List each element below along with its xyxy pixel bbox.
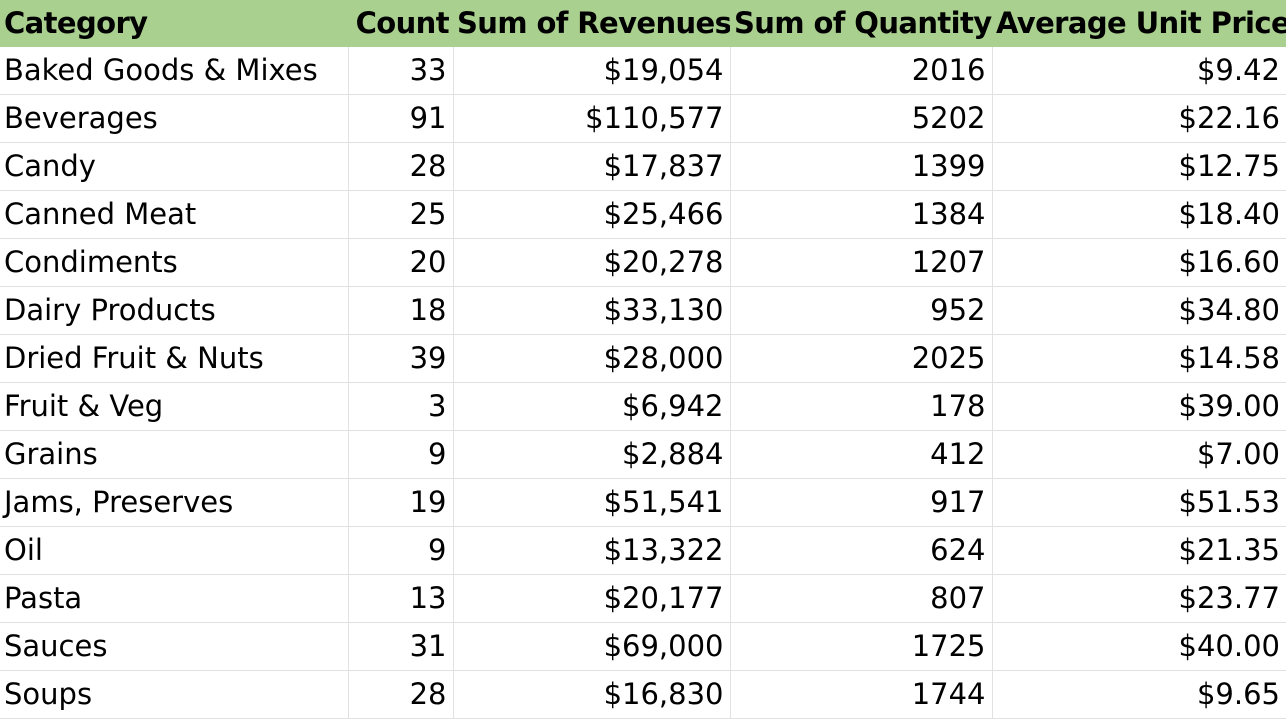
quantity-cell[interactable]: 1399	[730, 142, 993, 191]
avg-price-cell[interactable]: $14.58	[992, 334, 1286, 383]
table-row: Jams, Preserves 19 $51,541 917 $51.53	[0, 478, 1286, 527]
count-cell[interactable]: 28	[348, 670, 454, 719]
revenues-cell[interactable]: $33,130	[453, 286, 731, 335]
quantity-cell[interactable]: 917	[730, 478, 993, 527]
revenues-cell[interactable]: $13,322	[453, 526, 731, 575]
table-row: Baked Goods & Mixes 33 $19,054 2016 $9.42	[0, 47, 1286, 95]
revenues-cell[interactable]: $20,278	[453, 238, 731, 287]
count-cell[interactable]: 18	[348, 286, 454, 335]
quantity-cell[interactable]: 2016	[730, 47, 993, 95]
count-cell[interactable]: 9	[348, 430, 454, 479]
category-cell[interactable]: Condiments	[0, 238, 349, 287]
count-cell[interactable]: 28	[348, 142, 454, 191]
quantity-cell[interactable]: 807	[730, 574, 993, 623]
category-cell[interactable]: Soups	[0, 670, 349, 719]
avg-price-cell[interactable]: $23.77	[992, 574, 1286, 623]
table-row: Beverages 91 $110,577 5202 $22.16	[0, 94, 1286, 143]
table-row: Sauces 31 $69,000 1725 $40.00	[0, 622, 1286, 671]
avg-price-cell[interactable]: $18.40	[992, 190, 1286, 239]
quantity-cell[interactable]: 1725	[730, 622, 993, 671]
quantity-cell[interactable]: 2025	[730, 334, 993, 383]
avg-price-cell[interactable]: $16.60	[992, 238, 1286, 287]
avg-price-cell[interactable]: $51.53	[992, 478, 1286, 527]
table-row: Grains 9 $2,884 412 $7.00	[0, 430, 1286, 479]
category-cell[interactable]: Dried Fruit & Nuts	[0, 334, 349, 383]
avg-price-cell[interactable]: $39.00	[992, 382, 1286, 431]
header-sum-of-revenues[interactable]: Sum of Revenues	[457, 6, 730, 40]
count-cell[interactable]: 39	[348, 334, 454, 383]
category-cell[interactable]: Pasta	[0, 574, 349, 623]
category-cell[interactable]: Sauces	[0, 622, 349, 671]
revenues-cell[interactable]: $28,000	[453, 334, 731, 383]
avg-price-cell[interactable]: $34.80	[992, 286, 1286, 335]
count-cell[interactable]: 9	[348, 526, 454, 575]
category-cell[interactable]: Baked Goods & Mixes	[0, 47, 349, 95]
table-row: Dried Fruit & Nuts 39 $28,000 2025 $14.58	[0, 334, 1286, 383]
header-average-unit-price[interactable]: Average Unit Price	[996, 6, 1286, 40]
table-row: Fruit & Veg 3 $6,942 178 $39.00	[0, 382, 1286, 431]
count-cell[interactable]: 25	[348, 190, 454, 239]
revenues-cell[interactable]: $20,177	[453, 574, 731, 623]
category-cell[interactable]: Fruit & Veg	[0, 382, 349, 431]
quantity-cell[interactable]: 1744	[730, 670, 993, 719]
revenues-cell[interactable]: $19,054	[453, 47, 731, 95]
category-cell[interactable]: Oil	[0, 526, 349, 575]
revenues-cell[interactable]: $25,466	[453, 190, 731, 239]
quantity-cell[interactable]: 1384	[730, 190, 993, 239]
category-cell[interactable]: Candy	[0, 142, 349, 191]
table-row: Soups 28 $16,830 1744 $9.65	[0, 670, 1286, 719]
count-cell[interactable]: 31	[348, 622, 454, 671]
revenues-cell[interactable]: $2,884	[453, 430, 731, 479]
revenues-cell[interactable]: $6,942	[453, 382, 731, 431]
quantity-cell[interactable]: 624	[730, 526, 993, 575]
count-cell[interactable]: 33	[348, 47, 454, 95]
header-row: Category Count Sum of Revenues Sum of Qu…	[0, 0, 1286, 47]
revenues-cell[interactable]: $16,830	[453, 670, 731, 719]
header-category[interactable]: Category	[4, 6, 148, 40]
category-cell[interactable]: Dairy Products	[0, 286, 349, 335]
revenues-cell[interactable]: $69,000	[453, 622, 731, 671]
table-row: Canned Meat 25 $25,466 1384 $18.40	[0, 190, 1286, 239]
avg-price-cell[interactable]: $7.00	[992, 430, 1286, 479]
quantity-cell[interactable]: 1207	[730, 238, 993, 287]
avg-price-cell[interactable]: $22.16	[992, 94, 1286, 143]
avg-price-cell[interactable]: $9.65	[992, 670, 1286, 719]
table-row: Candy 28 $17,837 1399 $12.75	[0, 142, 1286, 191]
count-cell[interactable]: 19	[348, 478, 454, 527]
quantity-cell[interactable]: 952	[730, 286, 993, 335]
category-cell[interactable]: Grains	[0, 430, 349, 479]
revenues-cell[interactable]: $110,577	[453, 94, 731, 143]
category-cell[interactable]: Canned Meat	[0, 190, 349, 239]
category-cell[interactable]: Jams, Preserves	[0, 478, 349, 527]
header-sum-of-quantity[interactable]: Sum of Quantity	[734, 6, 992, 40]
quantity-cell[interactable]: 5202	[730, 94, 993, 143]
table-row: Dairy Products 18 $33,130 952 $34.80	[0, 286, 1286, 335]
table-row: Pasta 13 $20,177 807 $23.77	[0, 574, 1286, 623]
revenues-cell[interactable]: $17,837	[453, 142, 731, 191]
count-cell[interactable]: 13	[348, 574, 454, 623]
count-cell[interactable]: 20	[348, 238, 454, 287]
quantity-cell[interactable]: 178	[730, 382, 993, 431]
header-count[interactable]: Count	[355, 6, 450, 40]
count-cell[interactable]: 91	[348, 94, 454, 143]
revenues-cell[interactable]: $51,541	[453, 478, 731, 527]
table-body: Baked Goods & Mixes 33 $19,054 2016 $9.42 Bev…	[0, 47, 1286, 719]
table-row: Oil 9 $13,322 624 $21.35	[0, 526, 1286, 575]
count-cell[interactable]: 3	[348, 382, 454, 431]
category-cell[interactable]: Beverages	[0, 94, 349, 143]
quantity-cell[interactable]: 412	[730, 430, 993, 479]
avg-price-cell[interactable]: $9.42	[992, 47, 1286, 95]
avg-price-cell[interactable]: $40.00	[992, 622, 1286, 671]
avg-price-cell[interactable]: $21.35	[992, 526, 1286, 575]
avg-price-cell[interactable]: $12.75	[992, 142, 1286, 191]
table-row: Condiments 20 $20,278 1207 $16.60	[0, 238, 1286, 287]
